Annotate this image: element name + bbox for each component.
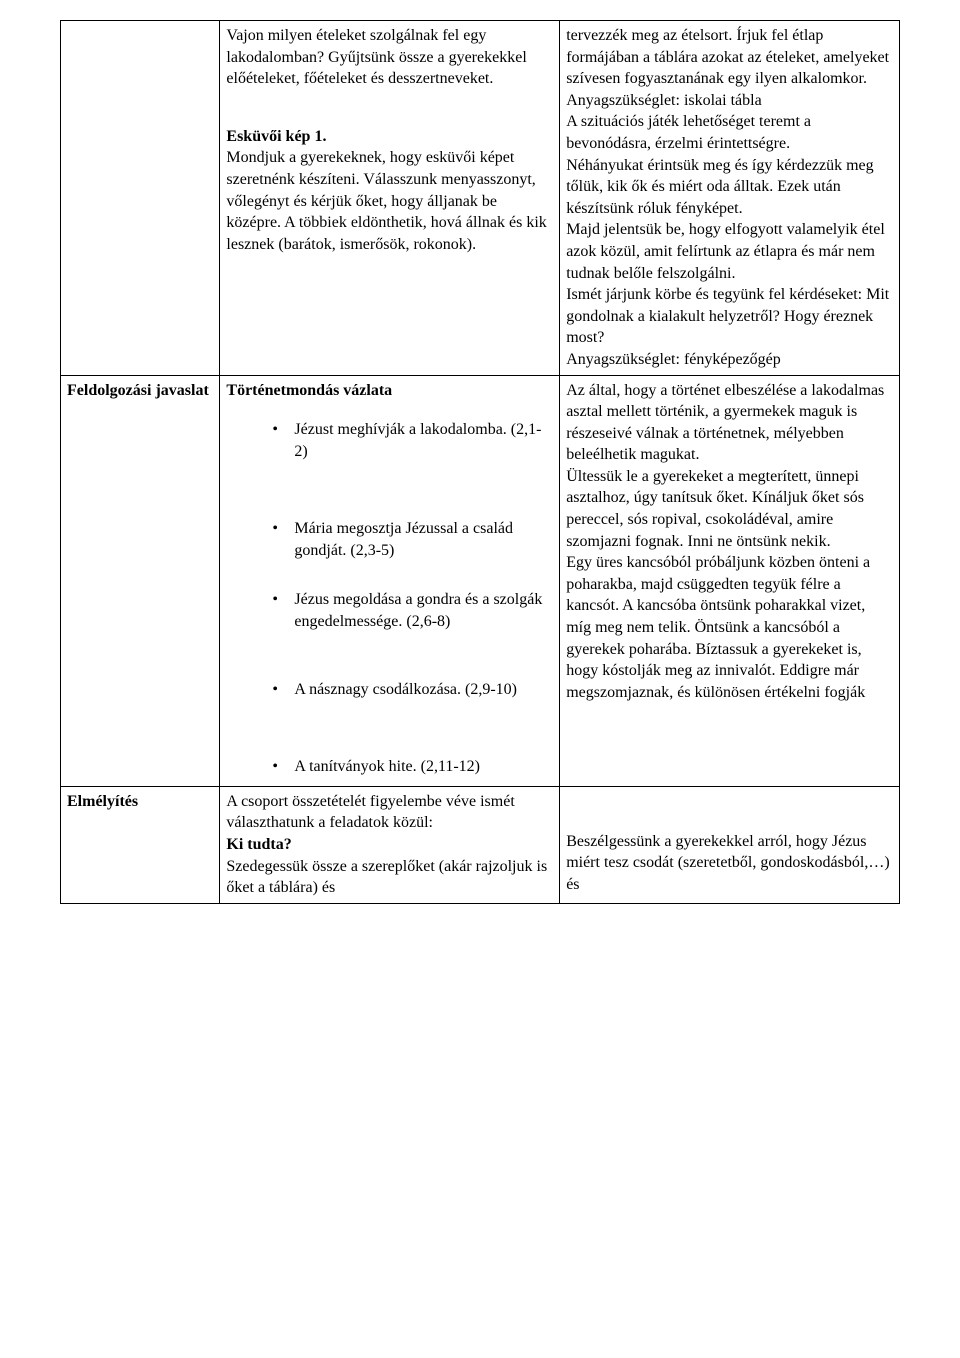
table-row: Feldolgozási javaslat Történetmondás váz… bbox=[61, 375, 900, 786]
subheading: Esküvői kép 1. bbox=[226, 126, 553, 148]
row-label-cell: Elmélyítés bbox=[61, 786, 220, 903]
paragraph: A csoport összetételét figyelembe véve i… bbox=[226, 791, 553, 834]
table-row: Elmélyítés A csoport összetételét figyel… bbox=[61, 786, 900, 903]
row-right-cell: tervezzék meg az ételsort. Írjuk fel étl… bbox=[560, 21, 900, 376]
row-mid-cell: A csoport összetételét figyelembe véve i… bbox=[220, 786, 560, 903]
bullet-list: Jézust meghívják a lakodalomba. (2,1-2) … bbox=[226, 419, 553, 778]
table-row: Vajon milyen ételeket szolgálnak fel egy… bbox=[61, 21, 900, 376]
row-right-cell: Az által, hogy a történet elbeszélése a … bbox=[560, 375, 900, 786]
row-mid-cell: Történetmondás vázlata Jézust meghívják … bbox=[220, 375, 560, 786]
list-item-text: Mária megosztja Jézussal a család gondjá… bbox=[294, 520, 513, 559]
paragraph: Szedegessük össze a szereplőket (akár ra… bbox=[226, 856, 553, 899]
paragraph: Vajon milyen ételeket szolgálnak fel egy… bbox=[226, 25, 553, 90]
row-mid-cell: Vajon milyen ételeket szolgálnak fel egy… bbox=[220, 21, 560, 376]
list-item: A tanítványok hite. (2,11-12) bbox=[272, 756, 553, 778]
page: Vajon milyen ételeket szolgálnak fel egy… bbox=[0, 0, 960, 924]
content-table: Vajon milyen ételeket szolgálnak fel egy… bbox=[60, 20, 900, 904]
subheading: Történetmondás vázlata bbox=[226, 380, 553, 402]
list-item: Jézust meghívják a lakodalomba. (2,1-2) bbox=[272, 419, 553, 490]
row-right-cell: Beszélgessünk a gyerekekkel arról, hogy … bbox=[560, 786, 900, 903]
subheading: Ki tudta? bbox=[226, 834, 553, 856]
paragraph: Beszélgessünk a gyerekekkel arról, hogy … bbox=[566, 831, 893, 896]
list-item-text: A násznagy csodálkozása. (2,9-10) bbox=[294, 681, 517, 698]
row-label: Feldolgozási javaslat bbox=[67, 382, 209, 399]
list-item: Jézus megoldása a gondra és a szolgák en… bbox=[272, 589, 553, 650]
paragraph: tervezzék meg az ételsort. Írjuk fel étl… bbox=[566, 25, 893, 371]
list-item-text: Jézust meghívják a lakodalomba. (2,1-2) bbox=[294, 421, 541, 460]
row-label-cell: Feldolgozási javaslat bbox=[61, 375, 220, 786]
row-label-cell bbox=[61, 21, 220, 376]
row-label: Elmélyítés bbox=[67, 793, 138, 810]
paragraph: Az által, hogy a történet elbeszélése a … bbox=[566, 380, 893, 704]
paragraph: Mondjuk a gyerekeknek, hogy esküvői képe… bbox=[226, 147, 553, 255]
list-item: Mária megosztja Jézussal a család gondjá… bbox=[272, 518, 553, 561]
list-item-text: Jézus megoldása a gondra és a szolgák en… bbox=[294, 591, 542, 630]
list-item: A násznagy csodálkozása. (2,9-10) bbox=[272, 679, 553, 729]
list-item-text: A tanítványok hite. (2,11-12) bbox=[294, 758, 480, 775]
